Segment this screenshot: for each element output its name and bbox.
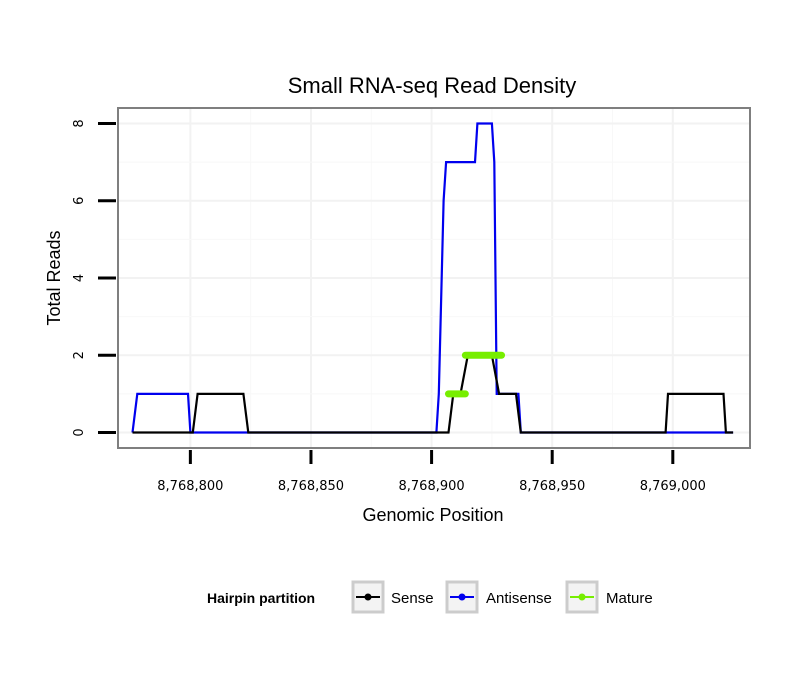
y-axis-label: Total Reads — [44, 230, 64, 325]
x-tick-label: 8,768,850 — [278, 479, 344, 494]
chart-title: Small RNA-seq Read Density — [288, 73, 577, 98]
y-tick-label: 8 — [72, 119, 87, 127]
y-tick-label: 2 — [72, 351, 87, 359]
y-tick-label: 0 — [72, 428, 87, 436]
legend-key-point-sense — [364, 593, 372, 601]
x-tick-label: 8,768,900 — [399, 479, 465, 494]
y-tick-label: 6 — [72, 197, 87, 205]
x-tick-label: 8,769,000 — [640, 479, 706, 494]
legend-item-mature: Mature — [565, 580, 653, 614]
legend-label-mature: Mature — [606, 590, 653, 607]
legend-label-antisense: Antisense — [486, 590, 552, 607]
y-tick-label: 4 — [72, 274, 87, 282]
legend-item-sense: Sense — [351, 580, 434, 614]
legend: Hairpin partition Sense Antisense Mature — [207, 580, 653, 614]
legend-item-antisense: Antisense — [445, 580, 552, 614]
x-axis-label: Genomic Position — [362, 505, 503, 525]
legend-key-point-antisense — [458, 593, 466, 601]
y-axis: 0 2 4 6 8 — [72, 119, 116, 437]
x-tick-label: 8,768,950 — [519, 479, 585, 494]
x-tick-label: 8,768,800 — [157, 479, 223, 494]
legend-key-point-mature — [578, 593, 586, 601]
series-lines — [131, 122, 734, 434]
x-axis: 8,768,800 8,768,850 8,768,900 8,768,950 8,76… — [157, 450, 706, 494]
legend-label-sense: Sense — [391, 590, 434, 607]
legend-title: Hairpin partition — [207, 590, 315, 606]
